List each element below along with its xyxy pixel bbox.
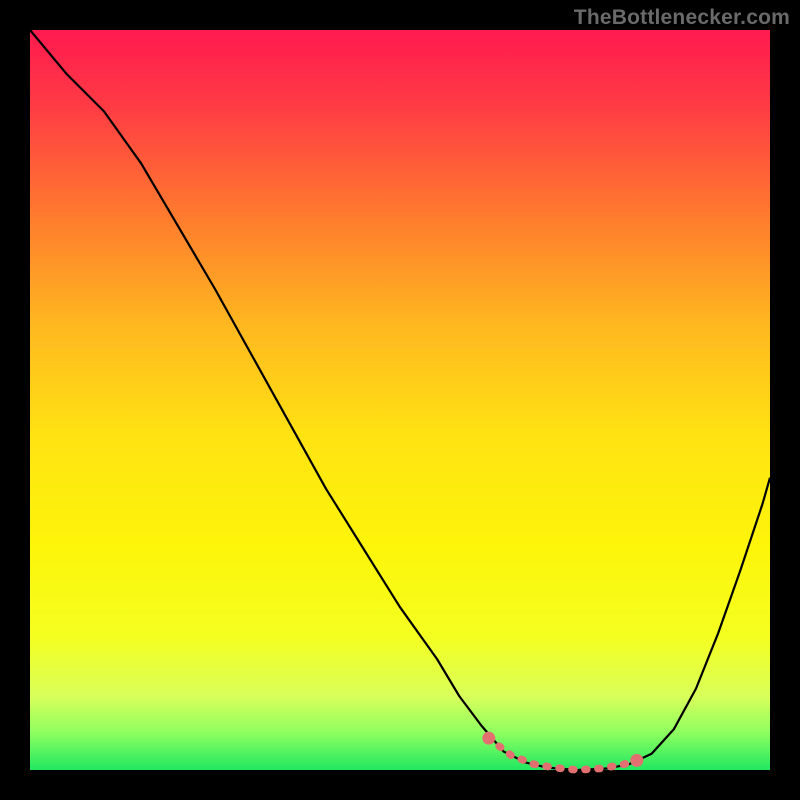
- chart-svg: [0, 0, 800, 800]
- optimal-range-end-dot: [630, 754, 643, 767]
- chart-plot-area: [30, 30, 770, 770]
- optimal-range-start-dot: [482, 732, 495, 745]
- attribution-label: TheBottlenecker.com: [574, 6, 790, 30]
- bottleneck-chart: TheBottlenecker.com: [0, 0, 800, 800]
